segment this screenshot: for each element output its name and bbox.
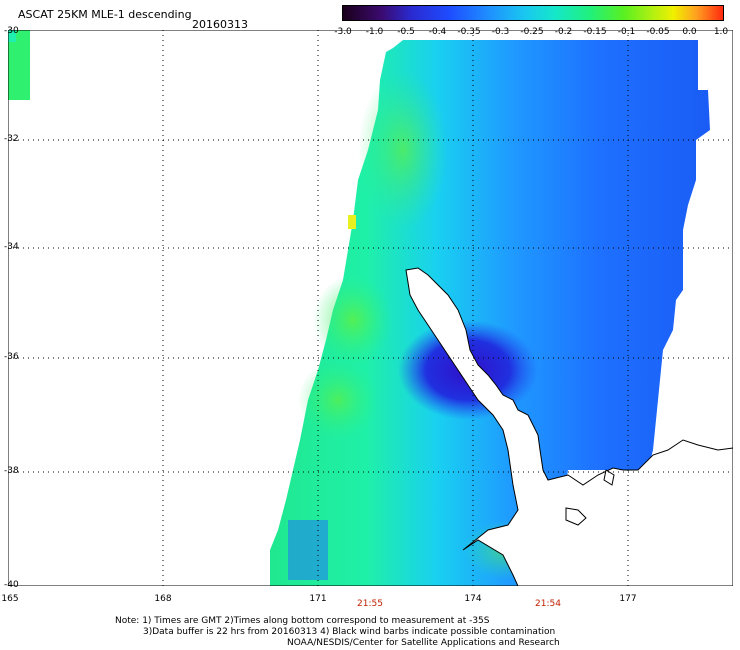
colorbar-tick: -0.15 (583, 27, 607, 37)
colorbar-tick: -0.05 (646, 27, 670, 37)
colorbar (342, 5, 724, 21)
coastline (405, 267, 733, 586)
lat-label-38: -38 (4, 466, 19, 476)
lat-label-30: -30 (4, 26, 19, 36)
lat-label-36: -36 (4, 352, 19, 362)
lon-label-165: 165 (1, 594, 19, 604)
swath-fragment-northwest (8, 30, 30, 100)
lon-label-168: 168 (154, 594, 172, 604)
colorbar-tick: -1.0 (365, 27, 384, 37)
colorbar-tick: -0.2 (554, 27, 573, 37)
lon-label-177: 177 (619, 594, 637, 604)
wind-swath-map (8, 30, 733, 586)
colorbar-tick: -0.5 (397, 27, 415, 37)
colorbar-tick: -3.0 (334, 27, 352, 37)
colorbar-tick: 1.0 (713, 27, 729, 37)
lon-label-174: 174 (464, 594, 482, 604)
map-title: ASCAT 25KM MLE-1 descending (18, 8, 192, 21)
lat-label-32: -32 (4, 134, 19, 144)
colorbar-tick: -0.4 (428, 27, 447, 37)
time-label-2: 21:54 (535, 599, 561, 609)
lat-label-34: -34 (4, 242, 19, 252)
note-line-2: 3)Data buffer is 22 hrs from 20160313 4)… (143, 627, 556, 637)
footnotes: Note: 1) Times are GMT 2)Times along bot… (115, 616, 560, 649)
colorbar-tick: -0.3 (491, 27, 510, 37)
colorbar-tick: -0.35 (457, 27, 481, 37)
time-label-1: 21:55 (357, 599, 383, 609)
lon-label-171: 171 (309, 594, 327, 604)
colorbar-tick: 0.0 (682, 27, 697, 37)
note-line-3: NOAA/NESDIS/Center for Satellite Applica… (287, 638, 560, 648)
colorbar-tick: -0.1 (617, 27, 636, 37)
map-date: 20160313 (192, 18, 248, 31)
grid (8, 30, 733, 586)
lat-label-40: -40 (4, 580, 19, 590)
note-line-1: Note: 1) Times are GMT 2)Times along bot… (115, 616, 490, 626)
colorbar-tick: -0.25 (520, 27, 544, 37)
